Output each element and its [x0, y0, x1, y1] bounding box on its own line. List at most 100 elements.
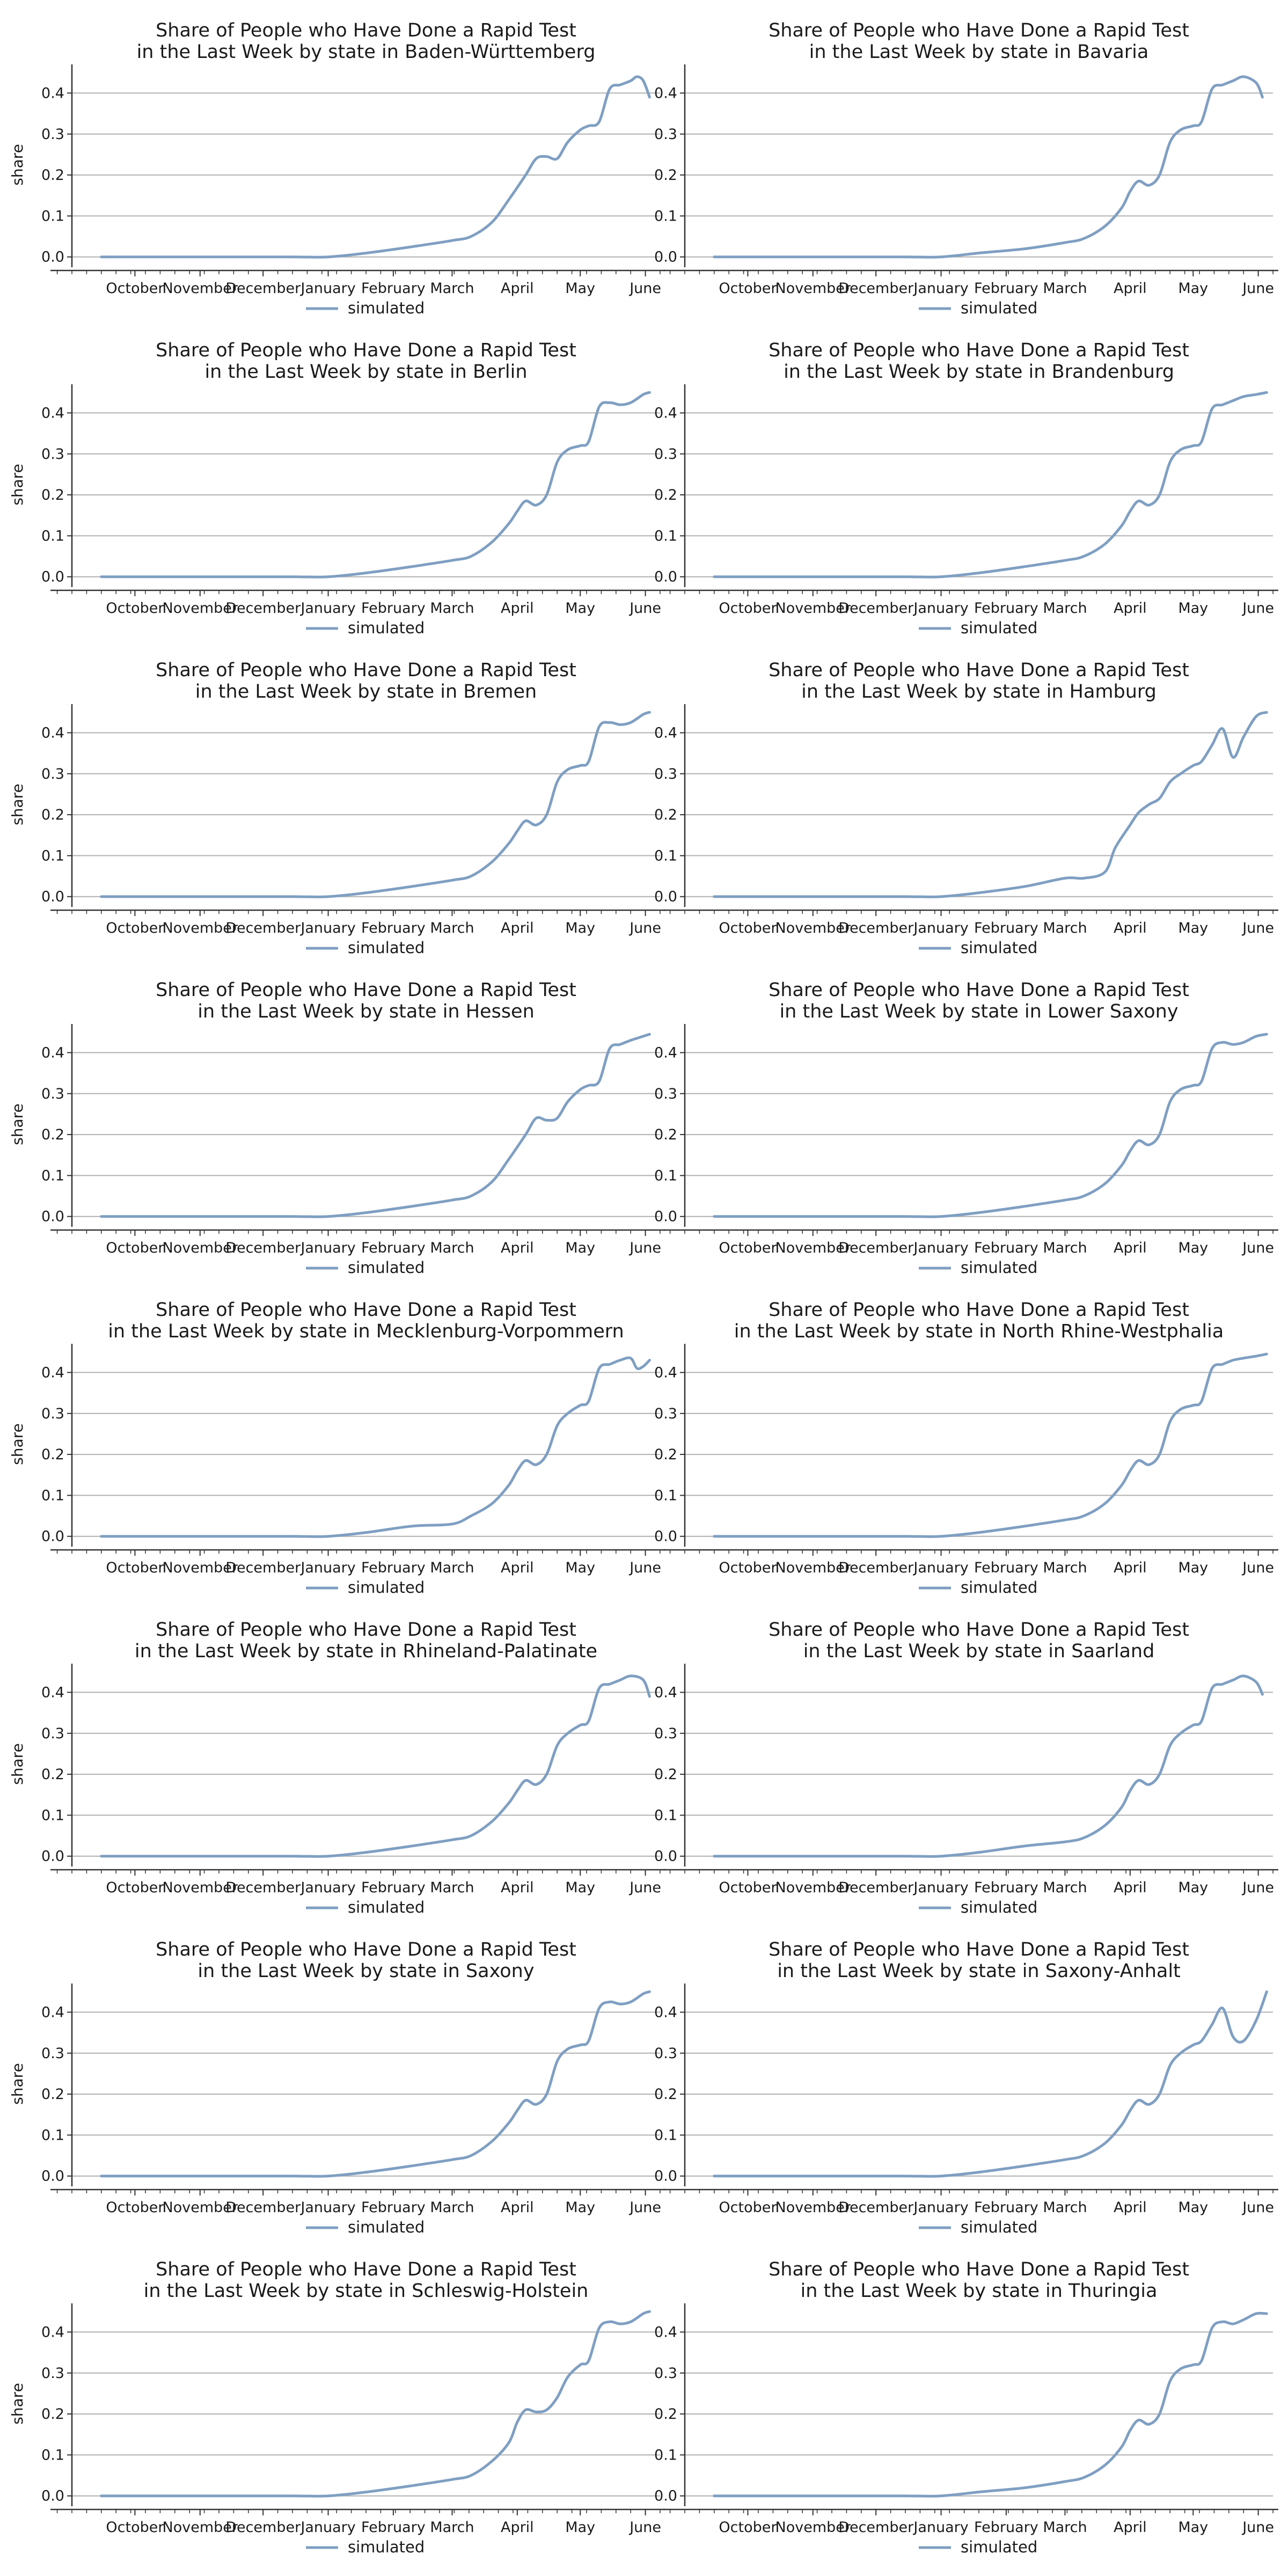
x-tick-label: April: [501, 1240, 534, 1256]
title-line: Share of People who Have Done a Rapid Te…: [156, 979, 576, 1001]
series-line-simulated: [100, 1674, 651, 1858]
y-tick-label: 0.3: [41, 766, 64, 782]
x-tick-label: May: [1178, 1560, 1208, 1576]
series-line-simulated: [713, 1990, 1268, 2178]
y-tick-label: 0.3: [41, 2365, 64, 2382]
x-tick-label: December: [838, 600, 914, 617]
y-tick-label: 0.4: [41, 2324, 64, 2340]
series-line-simulated: [713, 1674, 1264, 1858]
y-tick-label: 0.2: [41, 2406, 64, 2423]
legend-label: simulated: [961, 1258, 1037, 1277]
x-tick-label: December: [225, 600, 301, 617]
legend-label: simulated: [348, 1898, 425, 1916]
y-tick-label: 0.0: [654, 1528, 677, 1545]
y-tick-label: 0.2: [654, 2406, 677, 2423]
x-tick-label: December: [838, 1560, 914, 1576]
title-line: in the Last Week by state in Saxony-Anha…: [777, 1960, 1181, 1982]
y-tick-label: 0.1: [654, 1807, 677, 1824]
x-tick-label: November: [775, 600, 851, 617]
y-tick-label: 0.2: [654, 2086, 677, 2103]
x-tick-label: October: [719, 280, 777, 297]
x-tick-label: May: [565, 2519, 595, 2536]
x-tick-label: May: [565, 2199, 595, 2216]
x-tick-label: January: [912, 2519, 968, 2536]
y-tick-label: 0.2: [41, 487, 64, 503]
y-tick-label: 0.0: [654, 569, 677, 586]
x-tick-label: April: [501, 280, 534, 297]
subplot-title: Share of People who Have Done a Rapid Te…: [769, 340, 1189, 383]
title-line: in the Last Week by state in Mecklenburg…: [108, 1321, 624, 1342]
subplot-title: Share of People who Have Done a Rapid Te…: [769, 20, 1189, 63]
subplot-4: Share of People who Have Done a Rapid Te…: [654, 340, 1278, 637]
title-line: in the Last Week by state in Saxony: [197, 1960, 534, 1982]
x-tick-label: January: [912, 280, 968, 297]
x-tick-label: June: [628, 1879, 661, 1896]
x-tick-label: June: [628, 2199, 661, 2216]
y-tick-label: 0.3: [654, 1086, 677, 1102]
x-tick-label: November: [775, 2519, 851, 2536]
title-line: Share of People who Have Done a Rapid Te…: [769, 979, 1189, 1001]
y-axis-label: share: [9, 1423, 26, 1465]
y-tick-label: 0.4: [654, 1364, 677, 1381]
subplot-title: Share of People who Have Done a Rapid Te…: [769, 979, 1189, 1022]
y-tick-label: 0.0: [41, 1848, 64, 1865]
x-tick-label: April: [501, 1560, 534, 1576]
y-tick-label: 0.2: [41, 1446, 64, 1463]
y-tick-label: 0.2: [41, 1766, 64, 1783]
x-tick-label: December: [225, 2199, 301, 2216]
x-tick-label: March: [430, 2519, 474, 2536]
y-tick-label: 0.3: [654, 446, 677, 463]
x-tick-label: June: [1241, 280, 1274, 297]
x-tick-label: June: [628, 1560, 661, 1576]
x-tick-label: February: [361, 2199, 426, 2216]
y-tick-label: 0.0: [41, 1209, 64, 1225]
x-tick-label: January: [912, 920, 968, 936]
x-tick-label: March: [1043, 2519, 1087, 2536]
x-tick-label: October: [719, 920, 777, 936]
y-tick-label: 0.1: [41, 847, 64, 864]
x-tick-label: December: [838, 920, 914, 936]
y-tick-label: 0.3: [654, 2365, 677, 2382]
x-tick-label: March: [430, 600, 474, 617]
title-line: in the Last Week by state in Rhineland-P…: [135, 1641, 597, 1662]
legend-label: simulated: [961, 299, 1037, 317]
y-tick-label: 0.0: [41, 249, 64, 266]
x-tick-label: April: [1114, 1879, 1147, 1896]
x-tick-label: June: [628, 1240, 661, 1256]
y-axis-label: share: [9, 464, 26, 506]
x-tick-label: April: [501, 920, 534, 936]
x-tick-label: June: [1241, 2519, 1274, 2536]
title-line: in the Last Week by state in Baden-Württ…: [137, 41, 596, 63]
title-line: in the Last Week by state in Hamburg: [801, 681, 1157, 702]
legend-label: simulated: [961, 939, 1037, 957]
title-line: Share of People who Have Done a Rapid Te…: [769, 340, 1189, 361]
title-line: Share of People who Have Done a Rapid Te…: [769, 1619, 1189, 1641]
y-tick-label: 0.1: [41, 1167, 64, 1184]
y-tick-label: 0.1: [654, 1167, 677, 1184]
x-tick-label: June: [628, 280, 661, 297]
title-line: in the Last Week by state in Thuringia: [801, 2280, 1158, 2302]
x-tick-label: March: [1043, 1879, 1087, 1896]
title-line: in the Last Week by state in Saarland: [803, 1641, 1155, 1662]
y-tick-label: 0.1: [41, 528, 64, 544]
x-tick-label: February: [361, 1240, 426, 1256]
subplot-9: Share of People who Have Done a Rapid Te…: [9, 1299, 665, 1597]
x-tick-label: October: [719, 1240, 777, 1256]
x-tick-label: May: [565, 280, 595, 297]
x-tick-label: February: [974, 1560, 1038, 1576]
legend-label: simulated: [348, 939, 425, 957]
title-line: Share of People who Have Done a Rapid Te…: [769, 660, 1189, 681]
x-tick-label: December: [838, 280, 914, 297]
y-tick-label: 0.2: [41, 807, 64, 823]
x-tick-label: May: [1178, 1240, 1208, 1256]
legend-label: simulated: [348, 2538, 425, 2556]
x-tick-label: February: [361, 2519, 426, 2536]
title-line: in the Last Week by state in Berlin: [204, 361, 527, 383]
x-tick-label: October: [106, 2519, 164, 2536]
series-line-simulated: [100, 711, 651, 898]
y-tick-label: 0.1: [654, 2447, 677, 2463]
subplot-title: Share of People who Have Done a Rapid Te…: [769, 2259, 1189, 2302]
x-tick-label: February: [361, 1879, 426, 1896]
y-tick-label: 0.1: [654, 208, 677, 224]
subplot-title: Share of People who Have Done a Rapid Te…: [144, 2259, 589, 2302]
